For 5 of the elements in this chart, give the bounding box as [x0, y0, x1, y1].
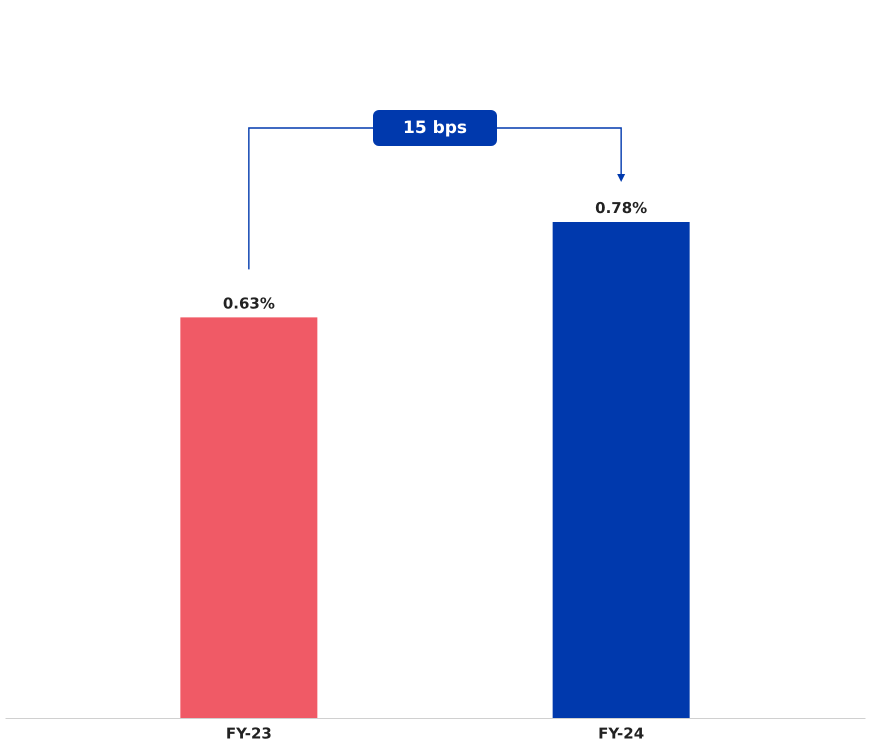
- data-label: 0.63%: [222, 294, 275, 312]
- data-label: 0.78%: [595, 199, 648, 217]
- text: 15 bps: [373, 110, 498, 146]
- x-tick-label: FY-24: [598, 724, 644, 742]
- x-tick-label: FY-23: [226, 724, 272, 742]
